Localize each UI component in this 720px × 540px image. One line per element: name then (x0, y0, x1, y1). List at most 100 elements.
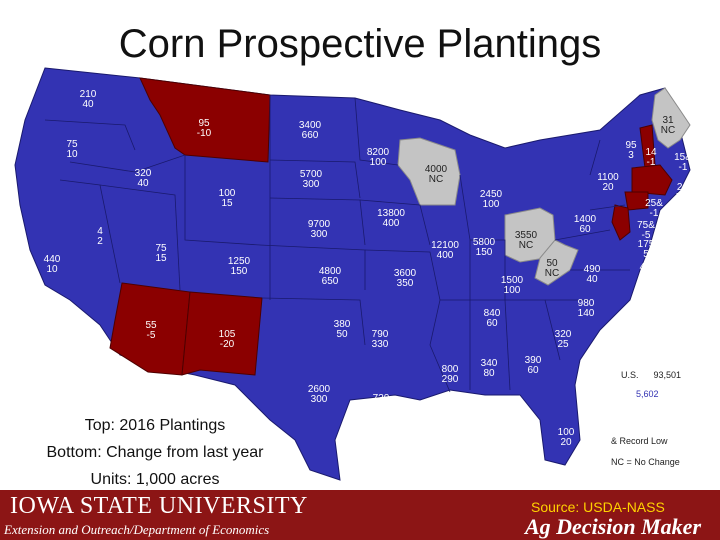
state-label-nv-top: 4 (97, 226, 103, 237)
state-label-sc-bottom: 25 (557, 339, 569, 350)
state-label-oh-bottom: NC (519, 240, 533, 251)
state-label-id-top: 320 (135, 168, 152, 179)
state-label-nc-top: 980 (578, 298, 595, 309)
state-label-ky-bottom: 100 (504, 285, 521, 296)
state-label-nj-bottom: -5 (642, 230, 651, 241)
state-label-nc-bottom: 140 (578, 308, 595, 319)
state-label-il-top: 12100 (431, 240, 459, 251)
us-total-change: 5,602 (636, 389, 659, 399)
state-shape-wv (534, 239, 579, 286)
state-label-ca-bottom: 10 (46, 264, 58, 275)
state-label-az-bottom: -5 (147, 330, 156, 341)
state-shape-me (651, 87, 691, 149)
state-shape-wi (397, 137, 461, 206)
state-label-tx-top: 2600 (308, 384, 331, 395)
state-label-ga-top: 390 (525, 355, 542, 366)
state-label-in-bottom: 150 (476, 247, 493, 258)
state-label-md-bottom: 50 (642, 272, 654, 283)
state-label-fl-bottom: 20 (560, 437, 572, 448)
state-label-or-top: 75 (66, 139, 78, 150)
state-label-nv-bottom: 2 (97, 236, 103, 247)
state-label-fl-top: 100 (558, 427, 575, 438)
us-total-plantings: 93,501 (653, 370, 682, 380)
state-label-ca-top: 440 (44, 254, 61, 265)
state-label-la-top: 730 (373, 393, 390, 404)
state-label-mi-bottom: 100 (483, 199, 500, 210)
legend-line-bottom: Bottom: Change from last year (46, 444, 264, 461)
state-label-ga-bottom: 60 (527, 365, 539, 376)
state-label-ny-bottom: 20 (602, 182, 614, 193)
state-label-ne-bottom: 300 (311, 229, 328, 240)
state-label-ct-top: 25& (645, 198, 663, 209)
state-label-sd-top: 5700 (300, 169, 323, 180)
footer-bar (0, 490, 720, 540)
state-label-or-bottom: 10 (66, 149, 78, 160)
state-label-ma-top: 15& (674, 152, 692, 163)
source-text: Source: USDA-NASS (531, 499, 665, 515)
state-label-al-top: 340 (481, 358, 498, 369)
state-label-il-bottom: 400 (437, 250, 454, 261)
state-label-ia-top: 13800 (377, 208, 405, 219)
state-label-me-bottom: NC (661, 125, 675, 136)
state-label-nm-top: 105 (219, 329, 236, 340)
state-label-ms-top: 800 (442, 364, 459, 375)
state-label-md-top: 490 (640, 262, 657, 273)
state-label-nd-bottom: 660 (302, 130, 319, 141)
state-label-ri-bottom: NC (676, 192, 690, 203)
state-label-ut-top: 75 (155, 243, 167, 254)
state-label-ut-bottom: 15 (155, 253, 167, 264)
state-label-ar-top: 790 (372, 329, 389, 340)
state-label-nh-top: 14 (645, 147, 657, 158)
state-label-pa-top: 1400 (574, 214, 597, 225)
state-label-wv-bottom: NC (545, 268, 559, 279)
state-label-la-bottom: 330 (373, 403, 390, 414)
page-title: Corn Prospective Plantings (118, 22, 602, 66)
state-label-va-top: 490 (584, 264, 601, 275)
state-label-ma-bottom: -1 (679, 162, 688, 173)
state-label-ny-top: 1100 (597, 172, 619, 183)
state-shape-nh (639, 124, 656, 169)
state-label-ms-bottom: 290 (442, 374, 459, 385)
state-label-oh-top: 3550 (515, 230, 538, 241)
state-label-mn-bottom: 100 (370, 157, 387, 168)
state-label-me-top: 31 (662, 115, 674, 126)
state-label-mt-bottom: -10 (197, 128, 212, 139)
state-label-ky-top: 1500 (501, 275, 524, 286)
state-label-mt-top: 95 (198, 118, 210, 129)
university-logo: IOWA STATE UNIVERSITY (10, 493, 308, 519)
state-label-wy-top: 100 (219, 188, 236, 199)
state-label-sc-top: 320 (555, 329, 572, 340)
state-label-wa-bottom: 40 (82, 99, 94, 110)
state-label-wy-bottom: 15 (221, 198, 233, 209)
state-label-vt-bottom: 3 (628, 150, 634, 161)
state-label-ks-top: 4800 (319, 266, 342, 277)
state-label-tn-bottom: 60 (486, 318, 498, 329)
state-label-sd-bottom: 300 (303, 179, 320, 190)
state-label-wi-top: 4000 (425, 164, 448, 175)
state-label-ar-bottom: 330 (372, 339, 389, 350)
state-label-ok-top: 380 (334, 319, 351, 330)
state-label-ok-bottom: 50 (336, 329, 348, 340)
state-label-al-bottom: 80 (483, 368, 495, 379)
state-label-pa-bottom: 60 (579, 224, 591, 235)
state-label-va-bottom: 40 (586, 274, 598, 285)
note-no-change: NC = No Change (611, 457, 680, 467)
state-label-vt-top: 95 (625, 140, 637, 151)
legend-line-top: Top: 2016 Plantings (84, 417, 226, 434)
state-label-mo-top: 3600 (394, 268, 417, 279)
state-label-nd-top: 3400 (299, 120, 322, 131)
state-shape-ct (624, 191, 649, 211)
legend-box: Top: 2016 Plantings Bottom: Change from … (0, 412, 310, 493)
us-map: .inc { fill:#3333b3; stroke:#1a1a6e; str… (14, 67, 692, 481)
state-label-de-bottom: 5 (643, 249, 649, 260)
state-label-nj-top: 75& (637, 220, 655, 231)
state-label-co-bottom: 150 (231, 266, 248, 277)
state-label-ne-top: 9700 (308, 219, 331, 230)
state-label-wa-top: 210 (80, 89, 97, 100)
note-record-low: & Record Low (611, 436, 668, 446)
state-label-nm-bottom: -20 (220, 339, 235, 350)
state-label-mi-top: 2450 (480, 189, 503, 200)
us-total: U.S. 93,501 5,602 (621, 370, 681, 399)
state-shape-nm (181, 291, 263, 376)
state-shape-nj (611, 204, 631, 241)
